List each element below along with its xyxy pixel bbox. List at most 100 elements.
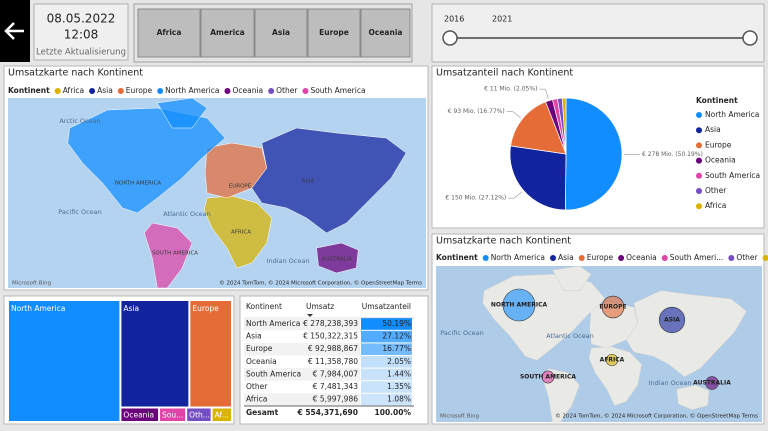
continent-region	[316, 242, 359, 274]
row-band	[244, 317, 360, 331]
table-cell: Other	[246, 382, 268, 391]
legend-marker	[302, 88, 309, 94]
legend-marker	[578, 255, 585, 261]
total-cell: 100.00%	[375, 408, 412, 417]
table-cell: Oceania	[246, 357, 277, 366]
column-header[interactable]: Umsatz	[306, 302, 334, 311]
continent-region	[251, 127, 407, 234]
bubble-label: NORTH AMERICA	[491, 302, 548, 309]
legend-label: Oceania	[705, 156, 736, 165]
legend-label: South America	[310, 86, 365, 95]
map-attribution: © 2024 TomTom, © 2024 Microsoft Corporat…	[555, 413, 758, 420]
share-cell	[361, 343, 412, 355]
legend-marker	[618, 255, 625, 261]
slicer-button[interactable]	[200, 8, 255, 58]
map-provider: Microsoft Bing	[12, 281, 51, 287]
legend-title: Kontinent	[696, 96, 738, 105]
continent-region	[144, 222, 193, 289]
table-cell: Africa	[246, 395, 267, 404]
slider-handle[interactable]	[442, 30, 458, 46]
data-label: € 11 Mio. (2.05%)	[484, 86, 537, 93]
bubble-label: SOUTH AMERICA	[520, 374, 576, 381]
table-cell: Asia	[246, 332, 262, 341]
legend-label: Other	[736, 253, 758, 262]
legend-marker	[661, 255, 668, 261]
table-cell: € 7,984,007	[313, 369, 359, 378]
region-label: SOUTH AMERICA	[152, 251, 198, 257]
slicer-button-label: Asia	[272, 28, 290, 37]
bubble	[605, 353, 619, 367]
bubble-label: EUROPE	[599, 304, 626, 311]
legend-label: South Ameri...	[670, 253, 724, 262]
treemap-label: Sou...	[162, 411, 183, 420]
total-cell: € 554,371,690	[297, 408, 359, 417]
slider-handle[interactable]	[742, 30, 758, 46]
pie-slice	[564, 97, 623, 211]
treemap-label: Af...	[215, 411, 229, 420]
time: 12:08	[64, 28, 99, 42]
slider-panel	[431, 3, 765, 63]
region-label: ASIA	[302, 179, 315, 185]
row-band	[244, 368, 360, 381]
table-cell: 50.19%	[382, 319, 411, 328]
continent-region	[203, 195, 272, 269]
table-cell: € 7,481,343	[313, 382, 359, 391]
ocean-label: Indian Ocean	[649, 379, 692, 387]
region-label: AUSTRALIA	[322, 257, 353, 263]
table-cell: 1.35%	[387, 382, 411, 391]
continent-region	[156, 97, 208, 129]
region-label: NORTH AMERICA	[115, 181, 161, 187]
table-cell: € 5,997,986	[313, 395, 359, 404]
land	[552, 265, 592, 291]
legend-label: North America	[491, 253, 545, 262]
legend-marker	[89, 88, 96, 94]
share-cell	[361, 368, 412, 381]
table-cell: € 92,988,867	[308, 344, 358, 353]
legend-marker	[696, 188, 702, 194]
data-label: € 93 Mio. (16.77%)	[448, 108, 505, 115]
share-cell	[361, 393, 412, 406]
slicer-button-label: Africa	[157, 28, 182, 37]
legend-label: Europe	[126, 86, 153, 95]
bubble-label: ASIA	[664, 317, 680, 324]
continent-region	[204, 142, 268, 199]
legend-marker	[696, 172, 702, 179]
legend-marker	[696, 203, 702, 210]
pie-title: Umsatzanteil nach Kontinent	[436, 68, 573, 79]
legend-marker	[696, 142, 702, 149]
leader-line	[506, 111, 521, 119]
treemap-label: Oth...	[189, 411, 210, 420]
legend-marker	[762, 255, 768, 261]
treemap-tile	[121, 301, 189, 407]
row-band	[244, 393, 360, 406]
slicer-button[interactable]	[254, 8, 308, 58]
legend-marker	[696, 127, 702, 134]
year-end: 2021	[492, 15, 512, 24]
treemap-tile	[212, 408, 231, 421]
share-cell	[361, 330, 412, 343]
treemap-label: Europe	[192, 304, 219, 313]
legend-label: Oceania	[232, 86, 263, 95]
legend-label: South America	[705, 171, 760, 180]
date-card	[33, 3, 129, 61]
legend-label: North America	[165, 86, 219, 95]
slicer-button[interactable]	[137, 8, 201, 58]
legend-label: Europe	[705, 140, 732, 149]
legend-title: Kontinent	[436, 253, 478, 262]
caption: Letzte Aktualisierung	[36, 48, 126, 58]
slicer-button[interactable]	[360, 8, 411, 58]
slicer-button[interactable]	[307, 8, 361, 58]
slicer-button-label: America	[210, 28, 244, 37]
treemap-label: Oceania	[123, 411, 154, 420]
legend-marker	[696, 157, 702, 164]
table-cell: € 278,238,393	[303, 319, 358, 328]
column-header: Umsatzanteil	[362, 302, 411, 311]
legend-marker	[268, 88, 275, 94]
share-cell	[361, 381, 412, 393]
legend-label: North America	[705, 110, 759, 119]
legend-label: Africa	[705, 201, 726, 210]
table-cell: North America	[246, 319, 300, 328]
treemap-label: Asia	[123, 304, 139, 313]
map-title: Umsatzkarte nach Kontinent	[8, 68, 143, 79]
column-header: Kontinent	[246, 302, 282, 311]
